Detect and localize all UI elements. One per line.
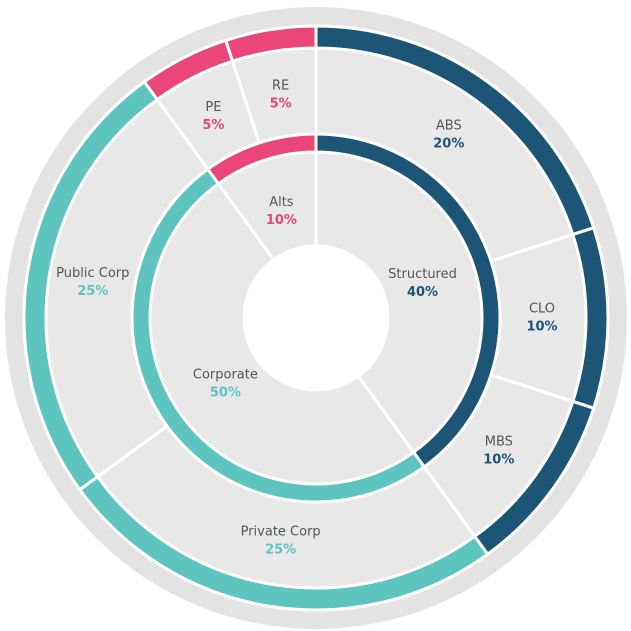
segment-label: MBS [485, 434, 513, 449]
segment-label: RE [272, 78, 289, 93]
segment-value-label: 10% [526, 320, 557, 335]
center-hole [244, 246, 388, 390]
segment-value-label: 20% [433, 137, 464, 152]
segment-value-label: 40% [407, 285, 438, 300]
segment-label: ABS [436, 119, 462, 134]
segment-label: Private Corp [241, 525, 321, 540]
segment-value-label: 25% [77, 284, 108, 299]
segment-value-label: 5% [270, 96, 292, 111]
segment-value-label: 10% [266, 213, 297, 228]
segment-value-label: 5% [202, 118, 224, 133]
segment-label: Alts [269, 195, 294, 210]
segment-label: PE [205, 100, 221, 115]
segment-label: Corporate [193, 367, 258, 382]
segment-value-label: 25% [265, 543, 296, 558]
segment-band [223, 24, 318, 64]
segment-value-label: 10% [483, 452, 514, 467]
segment-value-label: 50% [210, 385, 241, 400]
segment-label: Structured [388, 267, 457, 282]
segment-band [205, 132, 318, 186]
segment-label: Public Corp [56, 266, 129, 281]
segment-label: CLO [529, 302, 555, 317]
